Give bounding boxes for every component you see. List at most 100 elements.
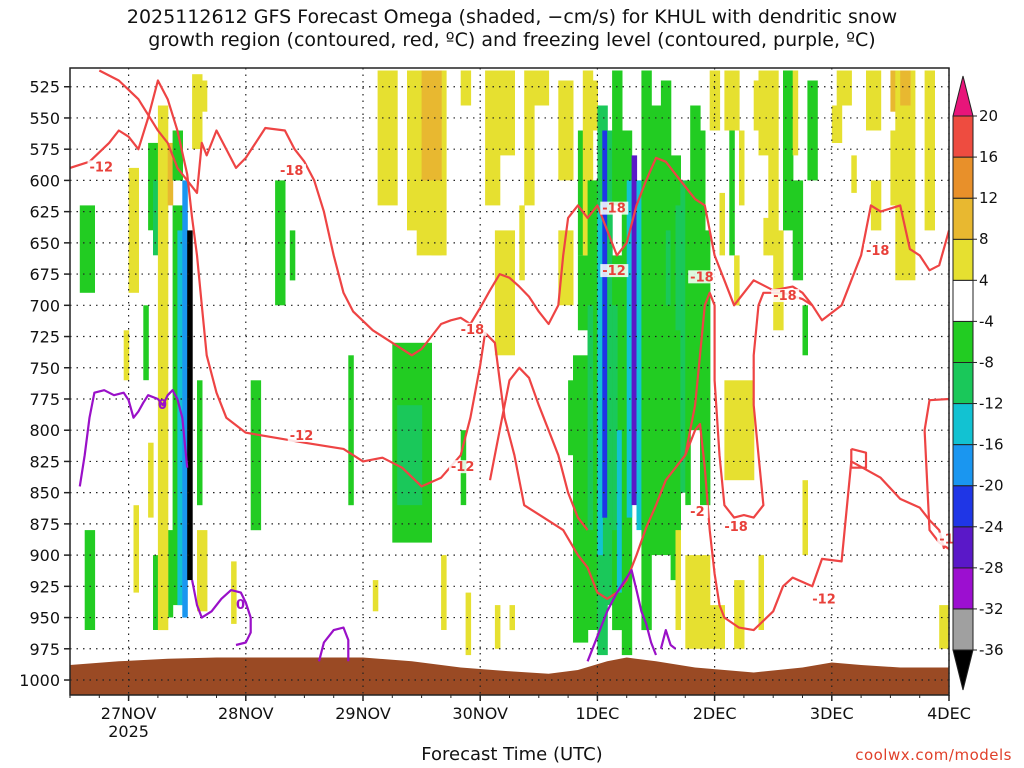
omega-cell [148, 442, 154, 518]
omega-cell [924, 70, 935, 231]
contour-label-bg [688, 505, 709, 519]
omega-cell [695, 130, 706, 243]
y-tick-label: 800 [29, 421, 60, 440]
omega-cell [616, 430, 623, 593]
omega-cell [397, 405, 423, 506]
omega-cell [143, 305, 149, 381]
omega-cell [431, 180, 442, 256]
terrain-surface [70, 657, 949, 695]
y-tick-label: 550 [29, 109, 60, 128]
contour-label: -12 [90, 160, 114, 175]
colorbar-label: 20 [979, 107, 998, 125]
x-tick-label: 30NOV [452, 704, 508, 723]
contour-label-bg [600, 201, 629, 215]
colorbar-label: -4 [979, 312, 994, 330]
omega-cell [690, 105, 701, 431]
omega-cell [851, 155, 857, 193]
omega-cell [773, 230, 784, 331]
omega-cell [568, 380, 574, 456]
title-line-2: growth region (contoured, red, ºC) and f… [148, 29, 876, 51]
omega-cell [426, 492, 432, 531]
contour-label-bg [277, 164, 306, 178]
omega-cell [939, 605, 949, 649]
y-tick-label: 750 [29, 359, 60, 378]
colorbar-swatch [952, 362, 974, 405]
freezing-contour-line [586, 569, 658, 662]
colorbar-label: -20 [979, 477, 1004, 495]
omega-cell [709, 605, 725, 649]
omega-cell [485, 70, 501, 206]
x-tick-label: 4DEC [927, 704, 971, 723]
omega-cell [84, 530, 96, 630]
omega-cell [192, 74, 203, 150]
colorbar-label: -24 [979, 518, 1004, 536]
colorbar-swatch [952, 567, 974, 610]
y-tick-label: 900 [29, 546, 60, 565]
contour-label: -18 [773, 289, 797, 304]
omega-cell [597, 205, 603, 556]
x-tick-label: 27NOV [101, 704, 157, 723]
freezing-label: 0 [158, 398, 167, 413]
x-tick-label: 2DEC [693, 704, 737, 723]
omega-cell [197, 530, 208, 612]
omega-cell [289, 230, 296, 281]
source-credit: coolwx.com/models [855, 746, 1012, 764]
omega-cell [729, 130, 735, 256]
contour-label-bg [771, 289, 800, 303]
contour-label-bg [688, 270, 717, 284]
omega-cell [231, 561, 237, 624]
colorbar-swatch [952, 320, 974, 363]
colorbar-label: 8 [979, 230, 989, 248]
omega-cell [792, 180, 804, 281]
chart-title: 2025112612 GFS Forecast Omega (shaded, −… [0, 6, 1024, 52]
contour-label: -12 [812, 593, 836, 608]
omega-cell [685, 180, 691, 506]
omega-cell [792, 70, 799, 156]
freezing-label: 0 [236, 598, 245, 613]
y-tick-label: 725 [29, 328, 60, 347]
omega-cell [734, 255, 740, 306]
contour-label: -12 [290, 429, 314, 444]
omega-cell [133, 505, 139, 593]
omega-cell [895, 70, 916, 281]
omega-cell [372, 580, 379, 612]
omega-cell [631, 155, 638, 506]
contour-label-bg [87, 160, 116, 174]
omega-cell [836, 70, 852, 106]
y-tick-label: 625 [29, 203, 60, 222]
freezing-contour-line [78, 389, 189, 487]
y-tick-label: 700 [29, 296, 60, 315]
contour-label-bg [448, 460, 477, 474]
omega-cell [465, 592, 472, 656]
omega-cell [768, 70, 779, 256]
omega-cell [870, 180, 882, 231]
contour-label: -18 [724, 520, 748, 535]
freezing-contours [78, 389, 677, 662]
omega-cell [167, 530, 174, 618]
omega-cell [524, 70, 535, 206]
omega-cell [753, 80, 760, 131]
omega-cell [441, 555, 447, 630]
contour-label: -18 [866, 244, 890, 259]
omega-cell [626, 180, 633, 518]
omega-cell [724, 70, 740, 131]
contour-label: -18 [461, 323, 485, 338]
y-tick-label: 675 [29, 265, 60, 284]
omega-cell [582, 70, 594, 256]
y-tick-label: 950 [29, 609, 60, 628]
colorbar-top-arrow [952, 75, 974, 117]
dgz-contour-line [850, 447, 868, 469]
freezing-contour-line [659, 629, 677, 650]
omega-cell [890, 130, 896, 206]
omega-cell [831, 105, 843, 143]
omega-cell [636, 180, 642, 531]
omega-cell [700, 230, 711, 506]
omega-cell [558, 80, 574, 181]
colorbar-label: 12 [979, 189, 998, 207]
omega-cell [592, 80, 598, 131]
omega-shading-layer [79, 70, 949, 656]
contour-label-bg [600, 264, 629, 278]
omega-cell [187, 230, 193, 581]
contour-label: -12 [602, 264, 626, 279]
